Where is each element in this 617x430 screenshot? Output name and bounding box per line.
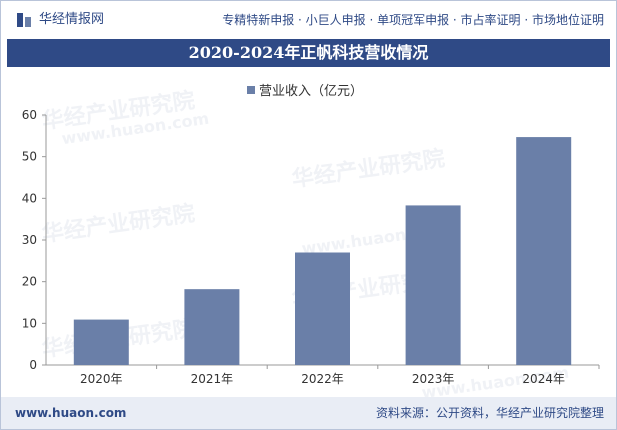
y-tick-label: 50 <box>22 150 37 164</box>
bar-chart: 营业收入（亿元） 0 10 20 30 40 50 60 2020年 2021年 2022年 2023… <box>22 84 600 386</box>
huajing-logo-icon <box>17 13 31 27</box>
x-tick-label: 2020年 <box>80 372 123 386</box>
chart-title: 2020-2024年正帆科技营收情况 <box>188 43 429 62</box>
y-tick-label: 0 <box>29 358 37 372</box>
y-tick-label: 30 <box>22 233 37 247</box>
bar[interactable] <box>405 205 461 365</box>
legend-label: 营业收入（亿元） <box>259 84 363 99</box>
title-bar: 2020-2024年正帆科技营收情况 <box>7 39 610 67</box>
bar[interactable] <box>295 252 350 366</box>
top-bar: 华经情报网 专精特新申报 · 小巨人申报 · 单项冠军申报 · 市占率证明 · … <box>1 1 616 39</box>
legend-swatch <box>247 86 255 94</box>
x-tick-label: 2024年 <box>522 372 565 386</box>
bar[interactable] <box>516 137 572 365</box>
service-nav-text[interactable]: 专精特新申报 · 小巨人申报 · 单项冠军申报 · 市占率证明 · 市场地位证明 <box>222 13 604 27</box>
y-tick-label: 60 <box>22 108 37 122</box>
footer-site-url[interactable]: www.huaon.com <box>15 406 127 420</box>
x-tick-label: 2021年 <box>191 372 234 386</box>
source-note: 资料来源：公开资料，华经产业研究院整理 <box>375 406 604 420</box>
x-tick-label: 2022年 <box>301 372 344 386</box>
site-name: 华经情报网 <box>39 12 105 27</box>
bar[interactable] <box>73 319 129 365</box>
footer: www.huaon.com 资料来源：公开资料，华经产业研究院整理 <box>1 397 616 429</box>
y-tick-label: 10 <box>22 316 37 330</box>
y-tick-label: 20 <box>22 275 37 289</box>
y-tick-label: 40 <box>22 191 37 205</box>
x-tick-label: 2023年 <box>412 372 455 386</box>
bar[interactable] <box>184 289 240 365</box>
